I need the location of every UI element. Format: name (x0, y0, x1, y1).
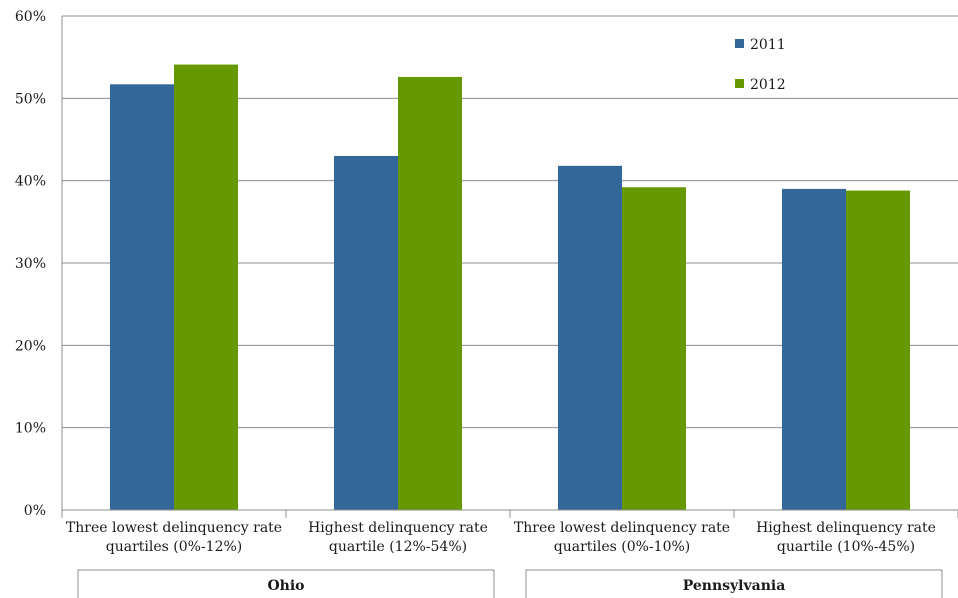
y-tick-label: 0% (24, 503, 46, 519)
group-box (77, 569, 495, 598)
group-box (525, 569, 943, 598)
x-category-label: Three lowest delinquency rate (66, 520, 282, 536)
x-category-label: quartile (12%-54%) (329, 539, 467, 555)
legend: 2011 2012 (735, 37, 786, 93)
y-tick-label: 40% (15, 174, 46, 190)
group-label: Ohio (267, 578, 304, 594)
bar-2011 (334, 155, 398, 510)
axes (61, 16, 958, 518)
legend-label: 2011 (750, 37, 786, 53)
bar-2011 (110, 84, 174, 510)
group-labels: Ohio Pennsylvania (77, 569, 943, 598)
x-category-label: Highest delinquency rate (756, 520, 936, 536)
bar-2012 (398, 76, 462, 510)
y-tick-label: 30% (15, 256, 46, 272)
group-label: Pennsylvania (683, 578, 786, 594)
bars (110, 64, 910, 511)
y-tick-label: 20% (15, 338, 46, 354)
y-axis-ticks: 0% 10% 20% 30% 40% 50% 60% (15, 9, 46, 519)
x-category-label: Highest delinquency rate (308, 520, 488, 536)
legend-label: 2012 (750, 77, 786, 93)
y-tick-label: 60% (15, 9, 46, 25)
bar-2012 (846, 190, 910, 510)
bar-2011 (782, 188, 846, 510)
legend-swatch (735, 39, 744, 48)
y-tick-label: 10% (15, 421, 46, 437)
x-category-label: quartiles (0%-12%) (106, 539, 243, 555)
y-tick-label: 50% (15, 91, 46, 107)
x-category-label: Three lowest delinquency rate (514, 520, 730, 536)
x-category-label: quartiles (0%-10%) (554, 539, 691, 555)
bar-2012 (174, 64, 238, 511)
legend-swatch (735, 79, 744, 88)
category-labels: Three lowest delinquency rate quartiles (… (66, 520, 936, 555)
x-category-label: quartile (10%-45%) (777, 539, 915, 555)
bar-2012 (622, 187, 686, 510)
bar-2011 (558, 165, 622, 510)
